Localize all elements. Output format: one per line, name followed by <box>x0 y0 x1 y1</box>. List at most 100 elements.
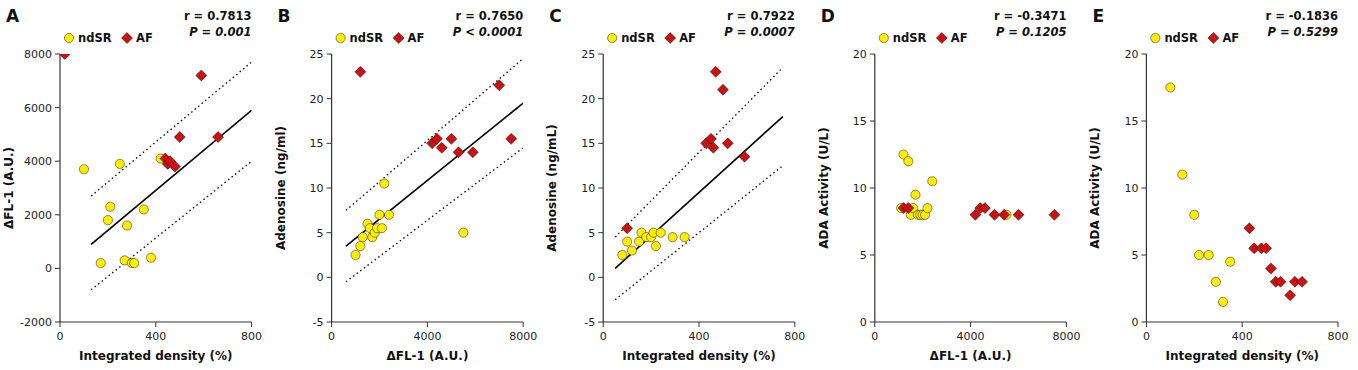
y-tick-label: 0 <box>1131 316 1138 329</box>
point <box>169 161 180 172</box>
point <box>656 228 665 237</box>
legend-marker <box>336 33 345 42</box>
legend-label: ndSR <box>893 31 927 45</box>
plot-area <box>615 66 783 299</box>
legend-marker <box>1208 33 1219 44</box>
x-tick <box>699 322 700 327</box>
y-tick-label: -5 <box>313 316 324 329</box>
x-axis-label: ΔFL-1 (A.U.) <box>930 349 1012 363</box>
y-tick-label: 15 <box>310 137 324 150</box>
point <box>213 132 224 143</box>
annotation: r = -0.3471 <box>994 9 1066 23</box>
point <box>384 210 393 219</box>
y-tick-label: 5 <box>860 249 867 262</box>
x-axis-label: ΔFL-1 (A.U.) <box>386 349 468 363</box>
point <box>903 203 914 214</box>
x-tick-label: 8000 <box>509 330 537 343</box>
point <box>96 258 105 267</box>
x-tick <box>427 322 428 327</box>
legend-label: AF <box>408 31 425 45</box>
y-tick <box>55 214 60 215</box>
point <box>651 241 660 250</box>
point <box>196 70 207 81</box>
y-tick-label: 0 <box>860 316 867 329</box>
ci-line <box>91 62 251 196</box>
y-tick-label: 15 <box>581 137 595 150</box>
y-tick <box>55 107 60 108</box>
plot-area <box>346 58 523 281</box>
x-tick <box>603 322 604 327</box>
panel: 040008000-50510152025ΔFL-1 (A.U.)Adenosi… <box>274 6 538 363</box>
y-tick-label: 25 <box>310 48 324 61</box>
point <box>103 216 112 225</box>
y-tick-label: -5 <box>584 316 595 329</box>
y-tick <box>598 98 603 99</box>
x-tick <box>523 322 524 327</box>
legend-marker <box>936 33 947 44</box>
y-tick <box>598 322 603 323</box>
y-tick <box>55 268 60 269</box>
y-tick <box>598 277 603 278</box>
y-tick-label: 15 <box>853 115 867 128</box>
legend-marker <box>393 33 404 44</box>
point <box>1049 209 1060 220</box>
plot-area <box>1166 83 1308 307</box>
y-tick-label: 20 <box>310 93 324 106</box>
point <box>1261 243 1272 254</box>
x-tick-label: 400 <box>145 330 166 343</box>
point <box>923 204 932 213</box>
point <box>453 147 464 158</box>
y-tick <box>1141 322 1146 323</box>
legend-label: AF <box>136 31 153 45</box>
x-tick-label: 8000 <box>1052 330 1080 343</box>
point <box>467 147 478 158</box>
x-tick-label: 800 <box>1328 330 1349 343</box>
fit-line <box>615 117 783 269</box>
x-tick-label: 400 <box>1232 330 1253 343</box>
legend: ndSRAF <box>1151 31 1239 45</box>
y-tick <box>327 322 332 323</box>
x-tick <box>1146 322 1147 327</box>
y-tick <box>598 232 603 233</box>
point <box>436 142 447 153</box>
y-tick <box>598 143 603 144</box>
y-tick <box>55 322 60 323</box>
point <box>1265 263 1276 274</box>
point <box>122 221 131 230</box>
y-tick <box>327 232 332 233</box>
point <box>79 165 88 174</box>
y-tick <box>327 277 332 278</box>
y-tick-label: 20 <box>1124 48 1138 61</box>
y-tick-label: 15 <box>1124 115 1138 128</box>
y-tick-label: 2000 <box>24 209 52 222</box>
y-axis-label: ADA Activity (U/L) <box>817 127 831 248</box>
ci-line <box>91 161 251 290</box>
x-tick <box>874 322 875 327</box>
annotation: P = 0.001 <box>189 25 251 39</box>
ci-line <box>346 58 523 210</box>
annotation: r = -0.1836 <box>1266 9 1338 23</box>
y-tick-label: 10 <box>581 182 595 195</box>
x-tick-label: 400 <box>689 330 710 343</box>
point <box>928 177 937 186</box>
x-tick <box>251 322 252 327</box>
point <box>1244 223 1255 234</box>
y-tick-label: 25 <box>581 48 595 61</box>
point <box>705 133 716 144</box>
point <box>358 233 367 242</box>
y-tick <box>327 143 332 144</box>
annotation: P < 0.0001 <box>453 25 523 39</box>
legend-marker <box>665 33 676 44</box>
fit-line <box>346 103 523 246</box>
point <box>174 132 185 143</box>
panel-title: A <box>6 6 20 26</box>
y-tick-label: 10 <box>853 182 867 195</box>
y-tick-label: 0 <box>45 262 52 275</box>
panel-title: D <box>821 6 835 26</box>
legend-marker <box>879 33 888 42</box>
y-tick <box>598 188 603 189</box>
x-tick <box>155 322 156 327</box>
point <box>130 258 139 267</box>
x-tick-label: 4000 <box>413 330 441 343</box>
y-tick <box>327 188 332 189</box>
